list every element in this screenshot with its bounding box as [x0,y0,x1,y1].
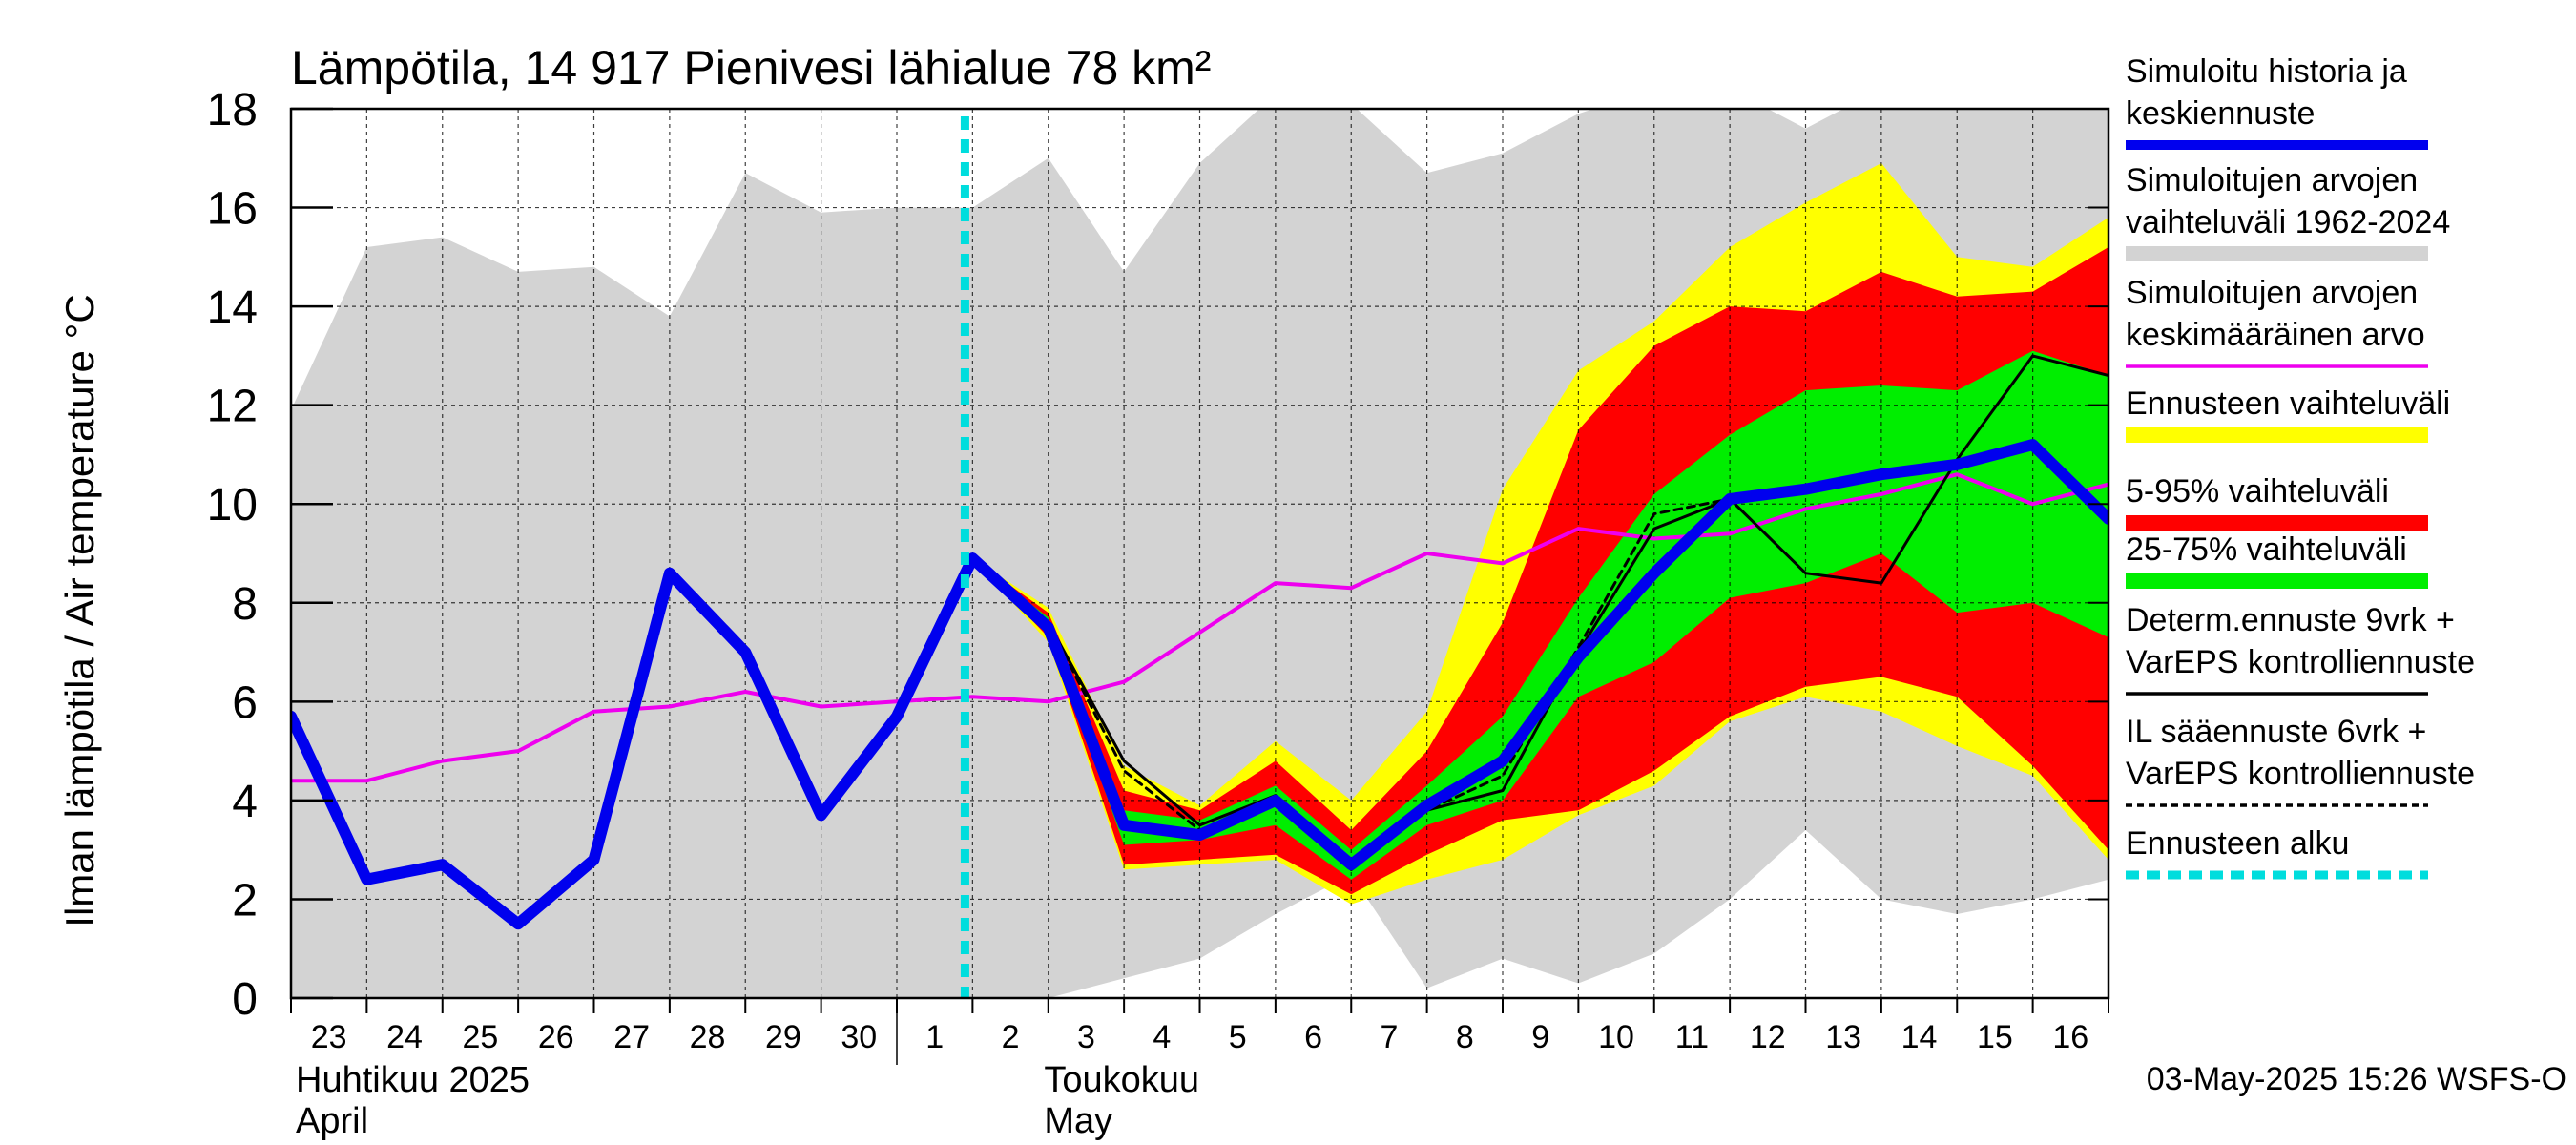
legend-entry: Ennusteen alku [2126,825,2428,880]
legend-swatch [2126,515,2428,531]
legend-label: Simuloitujen arvojen [2126,162,2418,198]
legend-label: Determ.ennuste 9vrk + [2126,602,2455,638]
x-tick-label: 28 [690,1019,726,1055]
legend-swatch [2126,246,2428,261]
mean-line [291,472,2109,783]
axes-layer [289,107,2110,1065]
y-tick-label: 4 [232,777,258,827]
legend: Simuloitu historia jakeskiennusteSimuloi… [2126,53,2475,880]
y-tick-label: 8 [232,579,258,630]
timestamp-label: 03-May-2025 15:26 WSFS-O [2147,1061,2566,1097]
deterministic-forecast-line [970,354,2109,871]
y-tick-label: 10 [207,480,258,531]
legend-entry: Simuloitujen arvojen keskimääräinen arvo [2126,275,2428,368]
legend-label: 5-95% vaihteluväli [2126,473,2389,510]
x-tick-label: 14 [1901,1019,1938,1055]
x-tick-label: 11 [1675,1019,1709,1055]
legend-label: VarEPS kontrolliennuste [2126,644,2475,680]
legend-label: keskiennuste [2126,95,2315,132]
x-tick-label: 2 [1002,1019,1020,1055]
x-tick-label: 5 [1229,1019,1247,1055]
x-tick-label: 3 [1077,1019,1095,1055]
series-layer [291,116,2109,998]
legend-entry: Determ.ennuste 9vrk + VarEPS kontrollienn… [2126,602,2475,696]
legend-entry: Simuloitu historia ja keskiennuste [2126,53,2428,150]
y-tick-label: 16 [207,184,258,235]
legend-entry: IL sääennuste 6vrk + VarEPS kontrollienn… [2126,714,2475,807]
x-tick-label: 4 [1153,1019,1171,1055]
y-tick-label: 12 [207,382,258,432]
x-tick-label: 8 [1456,1019,1474,1055]
legend-label: 25-75% vaihteluväli [2126,531,2407,568]
grid-layer [291,109,2109,998]
y-tick-label: 0 [232,974,258,1025]
y-tick-label: 2 [232,875,258,926]
x-tick-label: 16 [2052,1019,2088,1055]
legend-label: IL sääennuste 6vrk + [2126,714,2426,750]
x-tick-label: 25 [463,1019,499,1055]
legend-label: keskimääräinen arvo [2126,317,2425,353]
legend-label: Simuloitu historia ja [2126,53,2407,90]
x-tick-label: 23 [311,1019,347,1055]
legend-entry: Ennusteen vaihteluväli [2126,385,2450,443]
x-tick-label: 30 [841,1019,877,1055]
month-label-english: May [1044,1101,1112,1141]
legend-entry: 5-95% vaihteluväli [2126,473,2428,531]
x-tick-label: 7 [1380,1019,1398,1055]
legend-entry: Simuloitujen arvojen vaihteluväli 1962-20… [2126,162,2450,261]
simulated-mean-line [291,439,2109,930]
x-tick-label: 13 [1825,1019,1861,1055]
y-axis-label: Ilman lämpötila / Air temperature °C [57,294,102,926]
legend-label: Simuloitujen arvojen [2126,275,2418,311]
x-tick-label: 10 [1598,1019,1634,1055]
y-tick-label: 18 [207,85,258,135]
x-tick-label: 12 [1750,1019,1786,1055]
legend-swatch [2126,573,2428,589]
legend-label: vaihteluväli 1962-2024 [2126,204,2450,240]
x-tick-label: 27 [613,1019,650,1055]
chart-title: Lämpötila, 14 917 Pienivesi lähialue 78 … [291,41,1211,94]
x-tick-label: 26 [538,1019,574,1055]
y-tick-label: 6 [232,677,258,728]
y-axis-labels: 0 2 4 6 8 10 12 14 16 18 [207,85,258,1025]
legend-label: Ennusteen alku [2126,825,2349,862]
x-tick-label: 1 [925,1019,944,1055]
month-label-english: April [296,1101,368,1141]
x-tick-label: 6 [1304,1019,1322,1055]
legend-swatch [2126,427,2428,443]
legend-entry: 25-75% vaihteluväli [2126,531,2428,589]
month-label: Huhtikuu 2025 [296,1060,530,1100]
x-tick-label: 15 [1977,1019,2013,1055]
y-tick-label: 14 [207,282,258,333]
x-tick-label: 24 [386,1019,423,1055]
x-tick-label: 29 [765,1019,801,1055]
x-tick-label: 9 [1531,1019,1549,1055]
x-axis-labels: 23 24 25 26 27 28 29 30 1 2 3 4 5 6 7 8 9 10 11 12 13 14 15 16H… [296,1019,2088,1141]
legend-label: Ennusteen vaihteluväli [2126,385,2450,422]
legend-label: VarEPS kontrolliennuste [2126,756,2475,792]
month-label: Toukokuu [1044,1060,1199,1100]
